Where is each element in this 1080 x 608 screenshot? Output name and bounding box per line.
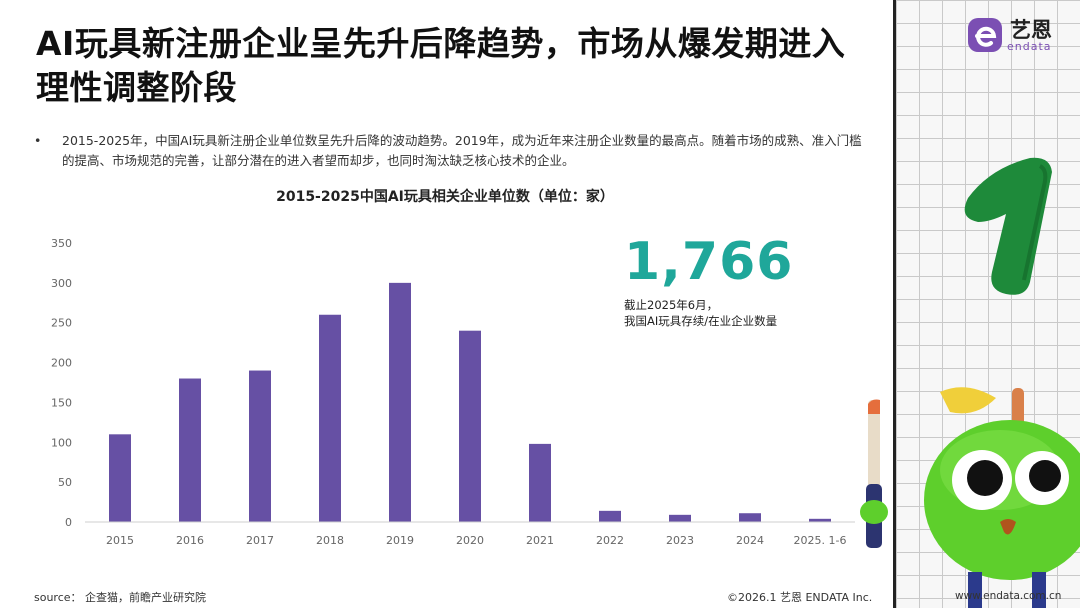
highlight-note-line2: 我国AI玩具存续/在业企业数量: [624, 314, 778, 328]
x-tick-label: 2021: [526, 534, 554, 547]
y-tick-label: 100: [51, 436, 72, 449]
bar-2018: [319, 314, 341, 522]
bullet-marker: •: [34, 133, 42, 148]
page-title: AI玩具新注册企业呈先升后降趋势，市场从爆发期进入理性调整阶段: [36, 24, 846, 107]
y-axis: 0 50 100 150 200 250 300 350: [51, 237, 72, 529]
copyright-note: ©2026.1 艺恩 ENDATA Inc.: [727, 591, 873, 604]
y-tick-label: 300: [51, 277, 72, 290]
x-tick-label: 2023: [666, 534, 694, 547]
summary-bullet: • 2015-2025年，中国AI玩具新注册企业单位数呈先升后降的波动趋势。20…: [34, 131, 874, 171]
chart-title: 2015-2025中国AI玩具相关企业单位数（单位：家）: [276, 189, 614, 205]
y-tick-label: 350: [51, 237, 72, 250]
y-tick-label: 0: [65, 516, 72, 529]
highlight-note-line1: 截止2025年6月，: [624, 298, 719, 312]
decorative-grid-panel: [893, 0, 1080, 608]
bar-2017: [249, 370, 271, 522]
x-tick-label: 2016: [176, 534, 204, 547]
website-url: www.endata.com.cn: [955, 590, 1062, 602]
x-tick-label: 2018: [316, 534, 344, 547]
x-axis: 2015 2016 2017 2018 2019 2020 2021 2022 2023 2024…: [106, 534, 846, 547]
highlight-note: 截止2025年6月， 我国AI玩具存续/在业企业数量: [624, 297, 777, 329]
bar-2022: [599, 510, 621, 522]
bar-2016: [179, 378, 201, 522]
bar-2020: [459, 330, 481, 522]
logo-text-en: endata: [1007, 40, 1052, 53]
x-tick-label: 2022: [596, 534, 624, 547]
bar-series: [109, 282, 831, 522]
x-tick-label: 2024: [736, 534, 764, 547]
x-tick-label: 2019: [386, 534, 414, 547]
y-tick-label: 150: [51, 396, 72, 409]
endata-logo-icon: [968, 18, 1002, 52]
summary-text: 2015-2025年，中国AI玩具新注册企业单位数呈先升后降的波动趋势。2019…: [62, 133, 862, 168]
y-tick-label: 50: [58, 476, 72, 489]
source-note: source： 企查猫，前瞻产业研究院: [34, 591, 207, 604]
logo-text-cn: 艺恩: [1010, 18, 1052, 42]
highlight-value: 1,766: [624, 232, 794, 292]
y-tick-label: 200: [51, 357, 72, 370]
y-tick-label: 250: [51, 317, 72, 330]
bar-2023: [669, 514, 691, 522]
bar-2021: [529, 443, 551, 522]
x-tick-label: 2015: [106, 534, 134, 547]
x-tick-label: 2020: [456, 534, 484, 547]
bar-2024: [739, 513, 761, 522]
bar-2015: [109, 434, 131, 522]
bar-2019: [389, 282, 411, 522]
x-tick-label: 2017: [246, 534, 274, 547]
bar-2025-1-6: [809, 518, 831, 522]
x-tick-label: 2025. 1-6: [794, 534, 847, 547]
